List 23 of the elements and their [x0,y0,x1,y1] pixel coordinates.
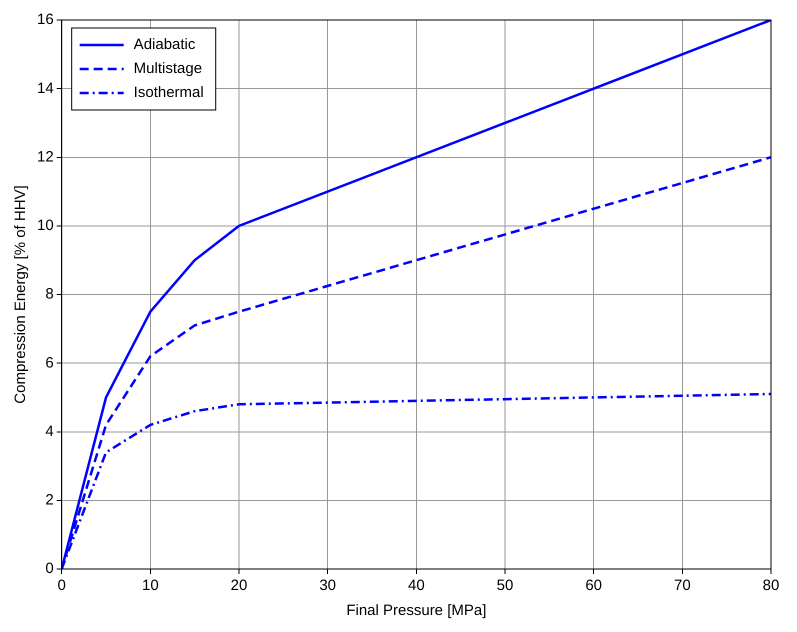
x-tick-label: 80 [762,577,780,594]
y-tick-label: 4 [45,422,54,440]
x-tick-label: 10 [142,577,159,594]
x-tick-label: 30 [319,577,336,594]
legend-label: Adiabatic [134,36,196,54]
y-tick-label: 10 [36,217,54,234]
x-tick-label: 20 [230,577,248,594]
x-tick-label: 70 [674,577,691,594]
y-tick-label: 16 [36,11,54,28]
legend-label: Multistage [134,60,202,78]
legend-label: Isothermal [134,84,204,102]
y-tick-label: 14 [36,80,54,97]
x-tick-label: 40 [408,577,425,594]
y-tick-label: 6 [45,354,54,372]
x-tick-label: 50 [496,577,514,594]
y-tick-label: 0 [45,560,54,578]
x-tick-label: 60 [585,577,602,594]
x-tick-label: 0 [58,577,66,594]
y-tick-label: 2 [45,492,54,509]
y-tick-label: 8 [45,286,54,303]
y-axis-title: Compression Energy [% of HHV] [12,185,30,404]
x-axis-title: Final Pressure [MPa] [346,602,486,620]
y-tick-label: 12 [36,148,54,166]
